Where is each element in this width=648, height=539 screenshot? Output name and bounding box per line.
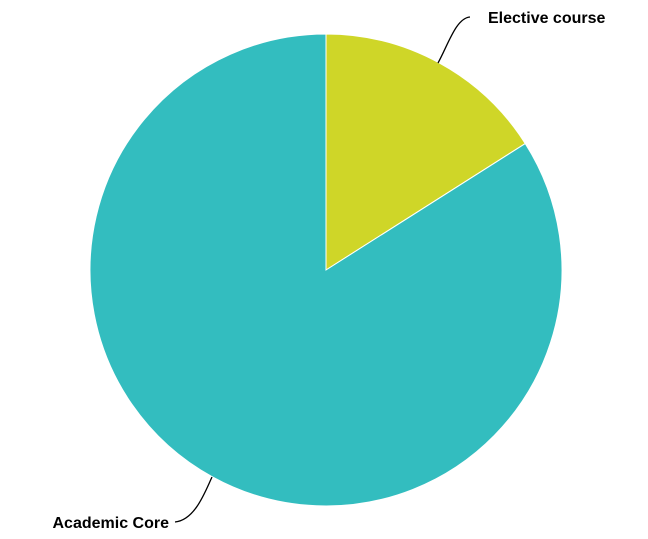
- pie-slices: [89, 33, 563, 507]
- pie-slice-academic-core: [89, 33, 563, 507]
- leader-line-academic-core: [174, 476, 213, 523]
- leader-line-elective-course: [437, 16, 471, 64]
- slice-label-academic-core: Academic Core: [53, 515, 170, 532]
- slice-label-elective-course: Elective course: [488, 10, 606, 27]
- pie-slice-elective-course: [325, 33, 526, 271]
